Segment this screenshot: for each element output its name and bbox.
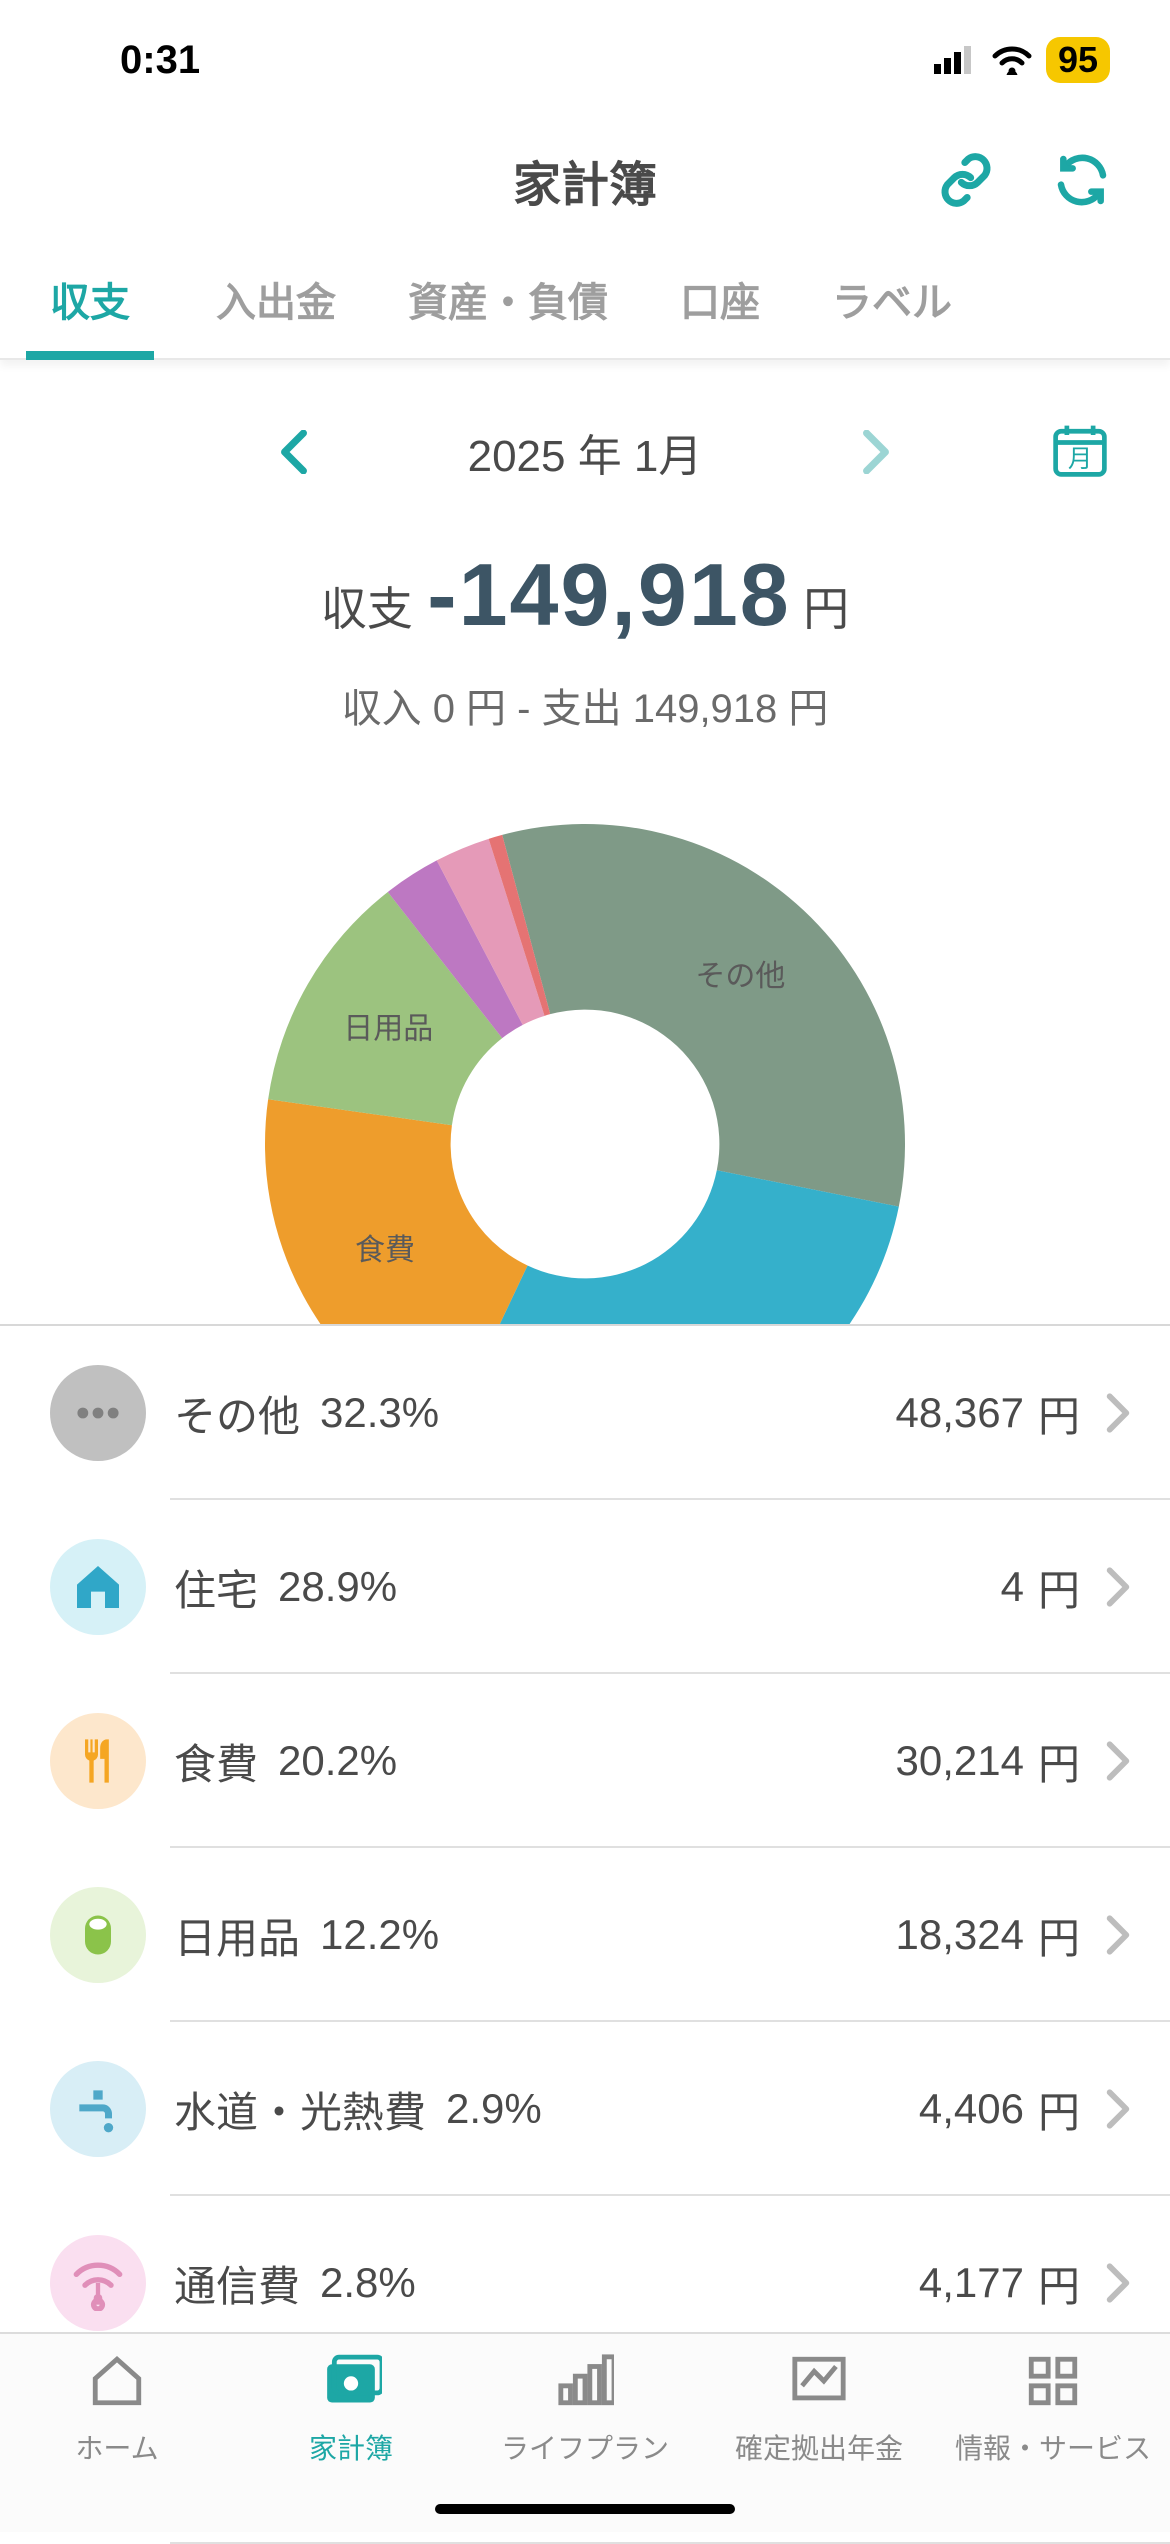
chevron-right-icon — [1106, 2089, 1130, 2129]
wifi-icon — [50, 2235, 146, 2331]
nav-label: ライフプラン — [501, 2427, 669, 2467]
category-name: 食費 — [174, 1731, 258, 1792]
nav-grid[interactable]: 情報・サービス — [936, 2352, 1170, 2532]
faucet-icon — [50, 2061, 146, 2157]
balance-unit: 円 — [803, 583, 849, 635]
category-unit: 円 — [1038, 2253, 1080, 2314]
category-amount: 4 — [1001, 1563, 1024, 1611]
donut-slice-label: 日用品 — [343, 1012, 433, 1045]
donut-slice — [502, 824, 905, 1207]
dots-icon — [50, 1365, 146, 1461]
sync-icon[interactable] — [1054, 152, 1110, 208]
next-month-icon[interactable] — [862, 430, 890, 474]
cellular-icon — [934, 46, 978, 74]
bars-icon — [556, 2352, 614, 2415]
tab-4[interactable]: ラベル — [796, 240, 988, 358]
grid-icon — [1024, 2352, 1082, 2415]
donut-slice — [265, 1099, 528, 1324]
category-name: 日用品 — [174, 1905, 300, 1966]
wallet-icon — [320, 2352, 382, 2415]
prev-month-icon[interactable] — [280, 430, 308, 474]
home-indicator — [435, 2504, 735, 2514]
balance-amount: -149,918 — [427, 545, 790, 644]
chevron-right-icon — [1106, 1741, 1130, 1781]
balance-label: 収支 — [321, 583, 413, 635]
period-selector: 2025 年 1月 月 — [0, 360, 1170, 524]
nav-label: ホーム — [75, 2427, 158, 2467]
category-pct: 12.2% — [320, 1911, 439, 1959]
tab-0[interactable]: 収支 — [0, 240, 180, 358]
category-row[interactable]: 住宅 28.9% 4 円 — [0, 1500, 1170, 1674]
donut-slice-label: 食費 — [355, 1234, 415, 1267]
calendar-button[interactable]: 月 — [1050, 420, 1110, 485]
chevron-right-icon — [1106, 1567, 1130, 1607]
nav-label: 情報・サービス — [955, 2427, 1151, 2467]
svg-text:月: 月 — [1068, 445, 1092, 472]
category-row[interactable]: 食費 20.2% 30,214 円 — [0, 1674, 1170, 1848]
nav-home-outline[interactable]: ホーム — [0, 2352, 234, 2532]
income-expense-breakdown: 収入 0 円 - 支出 149,918 円 — [0, 656, 1170, 764]
donut-slice-label: その他 — [695, 960, 785, 993]
category-pct: 2.8% — [320, 2259, 416, 2307]
chevron-right-icon — [1106, 1915, 1130, 1955]
category-row[interactable]: 水道・光熱費 2.9% 4,406 円 — [0, 2022, 1170, 2196]
category-unit: 円 — [1038, 1731, 1080, 1792]
category-name: その他 — [174, 1383, 300, 1444]
app-header: 家計簿 — [0, 120, 1170, 240]
tab-2[interactable]: 資産・負債 — [372, 240, 644, 358]
nav-wallet[interactable]: 家計簿 — [234, 2352, 468, 2532]
wifi-icon — [992, 45, 1032, 75]
status-bar: 0:31 95 — [0, 0, 1170, 120]
nav-label: 確定拠出年金 — [735, 2427, 903, 2467]
main-tabs: 収支入出金資産・負債口座ラベル — [0, 240, 1170, 360]
battery-badge: 95 — [1046, 37, 1110, 83]
category-pct: 2.9% — [446, 2085, 542, 2133]
toilet-icon — [50, 1887, 146, 1983]
status-time: 0:31 — [120, 38, 200, 83]
tab-3[interactable]: 口座 — [644, 240, 796, 358]
link-icon[interactable] — [938, 152, 994, 208]
chevron-right-icon — [1106, 1393, 1130, 1433]
category-amount: 30,214 — [896, 1737, 1024, 1785]
fork-icon — [50, 1713, 146, 1809]
category-unit: 円 — [1038, 2079, 1080, 2140]
home-outline-icon — [88, 2352, 146, 2415]
category-name: 通信費 — [174, 2253, 300, 2314]
status-indicators: 95 — [934, 37, 1110, 83]
category-amount: 4,406 — [919, 2085, 1024, 2133]
category-amount: 4,177 — [919, 2259, 1024, 2307]
bottom-nav: ホーム 家計簿 ライフプラン 確定拠出年金 情報・サービス — [0, 2332, 1170, 2532]
nav-chart[interactable]: 確定拠出年金 — [702, 2352, 936, 2532]
nav-label: 家計簿 — [309, 2427, 393, 2467]
home-icon — [50, 1539, 146, 1635]
category-row[interactable]: その他 32.3% 48,367 円 — [0, 1326, 1170, 1500]
donut-slice — [448, 1170, 899, 1324]
category-amount: 48,367 — [896, 1389, 1024, 1437]
page-title: 家計簿 — [513, 145, 657, 215]
balance-summary: 収支 -149,918 円 — [0, 524, 1170, 656]
chevron-right-icon — [1106, 2263, 1130, 2303]
tab-1[interactable]: 入出金 — [180, 240, 372, 358]
category-row[interactable]: 日用品 12.2% 18,324 円 — [0, 1848, 1170, 2022]
category-unit: 円 — [1038, 1557, 1080, 1618]
category-amount: 18,324 — [896, 1911, 1024, 1959]
category-pct: 32.3% — [320, 1389, 439, 1437]
category-unit: 円 — [1038, 1905, 1080, 1966]
category-name: 水道・光熱費 — [174, 2079, 426, 2140]
category-name: 住宅 — [174, 1557, 258, 1618]
category-unit: 円 — [1038, 1383, 1080, 1444]
category-pct: 20.2% — [278, 1737, 397, 1785]
expense-donut-chart[interactable]: その他住宅食費日用品 — [0, 764, 1170, 1324]
period-label: 2025 年 1月 — [468, 420, 703, 484]
chart-icon — [790, 2352, 848, 2415]
category-pct: 28.9% — [278, 1563, 397, 1611]
